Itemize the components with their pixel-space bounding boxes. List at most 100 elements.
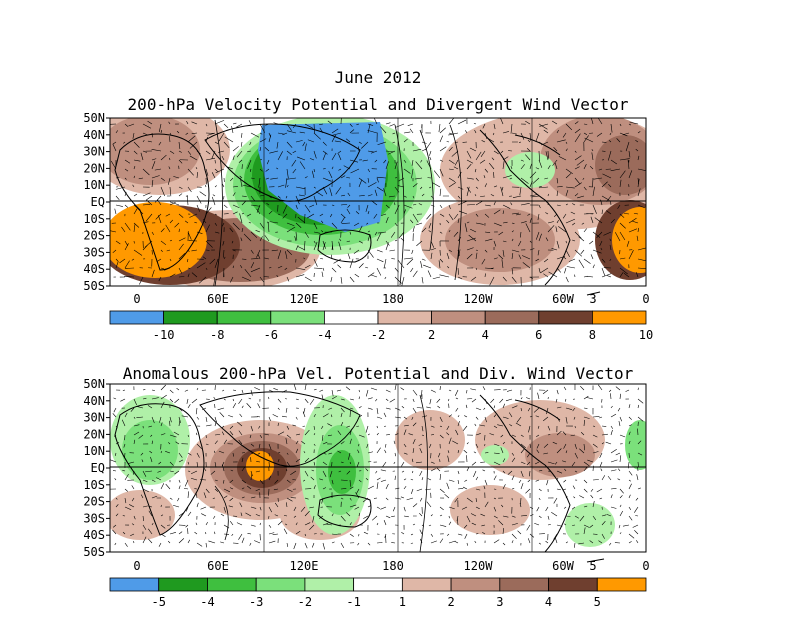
- wind-vector: [340, 412, 343, 418]
- wind-vector: [208, 540, 216, 544]
- wind-vector: [124, 240, 129, 246]
- wind-vector: [376, 477, 381, 481]
- wind-vector: [394, 276, 402, 284]
- wind-vector: [187, 539, 191, 544]
- wind-vector: [574, 452, 578, 459]
- wind-vector: [452, 440, 459, 445]
- wind-vector: [322, 452, 327, 455]
- wind-vector: [169, 497, 173, 500]
- wind-vector: [497, 424, 504, 427]
- wind-vector: [241, 457, 244, 463]
- wind-vector: [246, 403, 252, 409]
- wind-vector: [439, 213, 445, 217]
- wind-vector: [354, 506, 360, 510]
- wind-vector: [601, 267, 606, 276]
- wind-vector: [160, 450, 163, 454]
- colorbar-swatch: [499, 577, 549, 592]
- wind-vector: [295, 274, 305, 278]
- wind-vector: [415, 161, 423, 170]
- wind-vector: [591, 118, 594, 125]
- panel2-lon-labels: 0 60E 120E 180 120W 60W 0: [133, 559, 649, 573]
- wind-vector: [511, 434, 516, 437]
- wind-vector: [609, 132, 612, 136]
- wind-vector: [322, 441, 328, 445]
- wind-vector: [592, 177, 594, 187]
- wind-vector: [341, 222, 351, 224]
- wind-vector: [457, 249, 461, 260]
- wind-vector: [295, 448, 299, 454]
- wind-vector: [474, 194, 477, 197]
- wind-vector: [607, 275, 612, 278]
- wind-vector: [511, 222, 515, 225]
- lat-label: 20N: [83, 427, 105, 441]
- wind-vector: [187, 452, 192, 456]
- wind-vector: [142, 389, 146, 391]
- wind-vector: [160, 228, 165, 233]
- wind-vector: [547, 515, 550, 520]
- wind-vector: [367, 123, 371, 134]
- wind-vector: [115, 513, 119, 517]
- wind-vector: [493, 539, 500, 544]
- wind-vector: [133, 540, 135, 544]
- wind-vector: [214, 258, 219, 269]
- wind-vector: [302, 425, 306, 427]
- lat-label: 50N: [83, 377, 105, 391]
- wind-vector: [293, 515, 297, 518]
- wind-vector: [637, 387, 639, 391]
- wind-vector: [395, 123, 405, 128]
- wind-vector: [285, 502, 288, 508]
- wind-vector: [232, 204, 240, 209]
- wind-vector: [155, 213, 162, 220]
- wind-vector: [385, 161, 389, 170]
- wind-vector: [249, 434, 252, 439]
- lat-label: 50S: [83, 545, 105, 559]
- wind-vector: [277, 459, 280, 463]
- wind-vector: [401, 470, 405, 473]
- wind-vector: [484, 238, 493, 242]
- wind-vector: [302, 141, 306, 147]
- wind-vector: [273, 122, 279, 125]
- wind-vector: [229, 177, 234, 182]
- wind-vector: [309, 506, 315, 509]
- wind-vector: [349, 159, 359, 163]
- wind-vector: [475, 249, 479, 251]
- wind-vector: [419, 470, 423, 477]
- wind-vector: [223, 398, 226, 401]
- wind-vector: [255, 488, 261, 492]
- wind-vector: [248, 222, 252, 224]
- wind-vector: [430, 389, 436, 393]
- wind-vector: [599, 497, 603, 500]
- wind-vector: [484, 398, 488, 405]
- wind-vector: [458, 210, 468, 215]
- wind-vector: [227, 166, 234, 170]
- wind-vector: [518, 479, 522, 484]
- wind-vector: [498, 231, 504, 236]
- wind-vector: [403, 209, 406, 215]
- wind-vector: [321, 394, 324, 400]
- wind-vector: [466, 177, 474, 180]
- wind-vector: [582, 177, 585, 180]
- wind-vector: [169, 398, 174, 403]
- wind-vector: [124, 177, 127, 180]
- wind-vector: [527, 139, 531, 143]
- wind-vector: [250, 425, 254, 432]
- wind-vector: [303, 257, 306, 260]
- wind-vector: [239, 502, 243, 508]
- wind-vector: [200, 506, 207, 510]
- wind-vector: [184, 479, 189, 487]
- wind-vector: [403, 485, 407, 490]
- wind-vector: [637, 440, 642, 445]
- wind-vector: [421, 141, 427, 144]
- wind-vector: [232, 249, 236, 252]
- wind-vector: [466, 186, 470, 197]
- wind-vector: [510, 166, 513, 170]
- wind-vector: [232, 398, 234, 402]
- wind-vector: [284, 267, 288, 270]
- wind-vector: [148, 528, 153, 535]
- wind-vector: [418, 443, 423, 446]
- wind-vector: [439, 488, 445, 493]
- wind-vector: [178, 419, 181, 427]
- wind-vector: [130, 407, 135, 412]
- wind-vector: [232, 211, 238, 215]
- wind-vector: [223, 256, 226, 260]
